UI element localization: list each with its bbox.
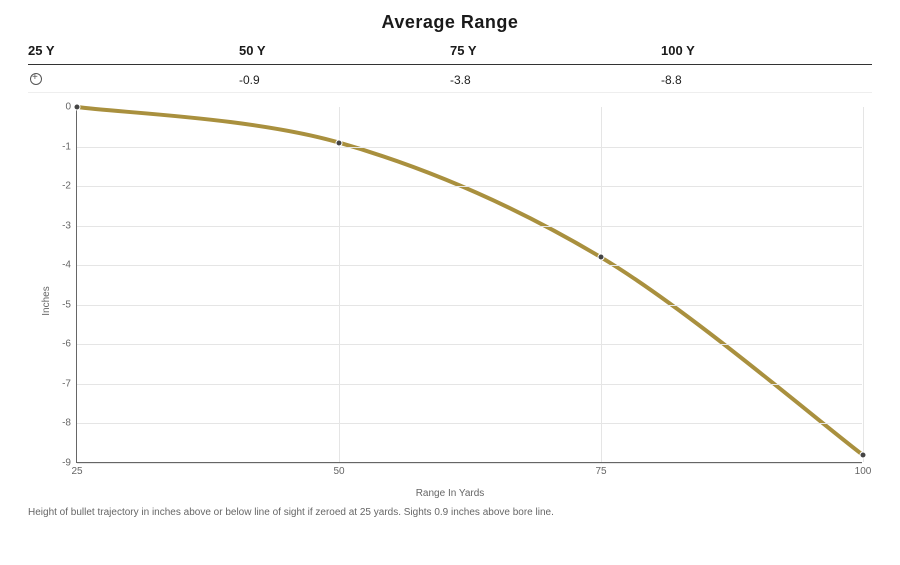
x-tick-label: 50 — [333, 462, 344, 477]
y-tick-label: -6 — [62, 339, 77, 350]
table-header-50y: 50 Y — [239, 43, 450, 58]
trajectory-line — [77, 107, 863, 455]
gridline-v — [601, 107, 602, 462]
gridline-h — [77, 463, 862, 464]
y-tick-label: -4 — [62, 260, 77, 271]
gridline-v — [863, 107, 864, 462]
data-point-marker[interactable] — [860, 452, 867, 459]
table-header-100y: 100 Y — [661, 43, 872, 58]
table-header-row: 25 Y 50 Y 75 Y 100 Y — [28, 43, 872, 65]
line-svg — [77, 107, 863, 463]
gridline-v — [339, 107, 340, 462]
data-point-marker[interactable] — [598, 254, 605, 261]
y-tick-label: -5 — [62, 299, 77, 310]
expand-icon[interactable] — [30, 73, 42, 85]
y-tick-label: -7 — [62, 378, 77, 389]
gridline-h — [77, 147, 862, 148]
y-tick-label: -8 — [62, 418, 77, 429]
gridline-h — [77, 344, 862, 345]
table-header-25y: 25 Y — [28, 43, 239, 58]
table-header-75y: 75 Y — [450, 43, 661, 58]
gridline-h — [77, 226, 862, 227]
y-tick-label: -1 — [62, 141, 77, 152]
x-axis-label: Range In Yards — [416, 488, 485, 499]
data-point-marker[interactable] — [74, 104, 81, 111]
table-row: -0.9 -3.8 -8.8 — [28, 65, 872, 93]
gridline-h — [77, 423, 862, 424]
gridline-h — [77, 265, 862, 266]
range-table: 25 Y 50 Y 75 Y 100 Y -0.9 -3.8 -8.8 — [0, 43, 900, 93]
gridline-h — [77, 305, 862, 306]
y-tick-label: -2 — [62, 181, 77, 192]
y-tick-label: -9 — [62, 458, 77, 469]
x-tick-label: 100 — [855, 462, 872, 477]
table-cell-50y: -0.9 — [239, 73, 450, 88]
table-cell-75y: -3.8 — [450, 73, 661, 88]
y-tick-label: -3 — [62, 220, 77, 231]
gridline-h — [77, 186, 862, 187]
plot-area: 2550751000-1-2-3-4-5-6-7-8-9 — [76, 107, 862, 463]
data-point-marker[interactable] — [336, 139, 343, 146]
page-title: Average Range — [0, 0, 900, 43]
x-tick-label: 75 — [595, 462, 606, 477]
gridline-h — [77, 384, 862, 385]
y-axis-label: Inches — [41, 286, 52, 315]
table-cell-100y: -8.8 — [661, 73, 872, 88]
table-cell-25y — [28, 73, 239, 88]
trajectory-chart: Inches Range In Yards 2550751000-1-2-3-4… — [28, 101, 872, 501]
footnote: Height of bullet trajectory in inches ab… — [0, 501, 900, 518]
